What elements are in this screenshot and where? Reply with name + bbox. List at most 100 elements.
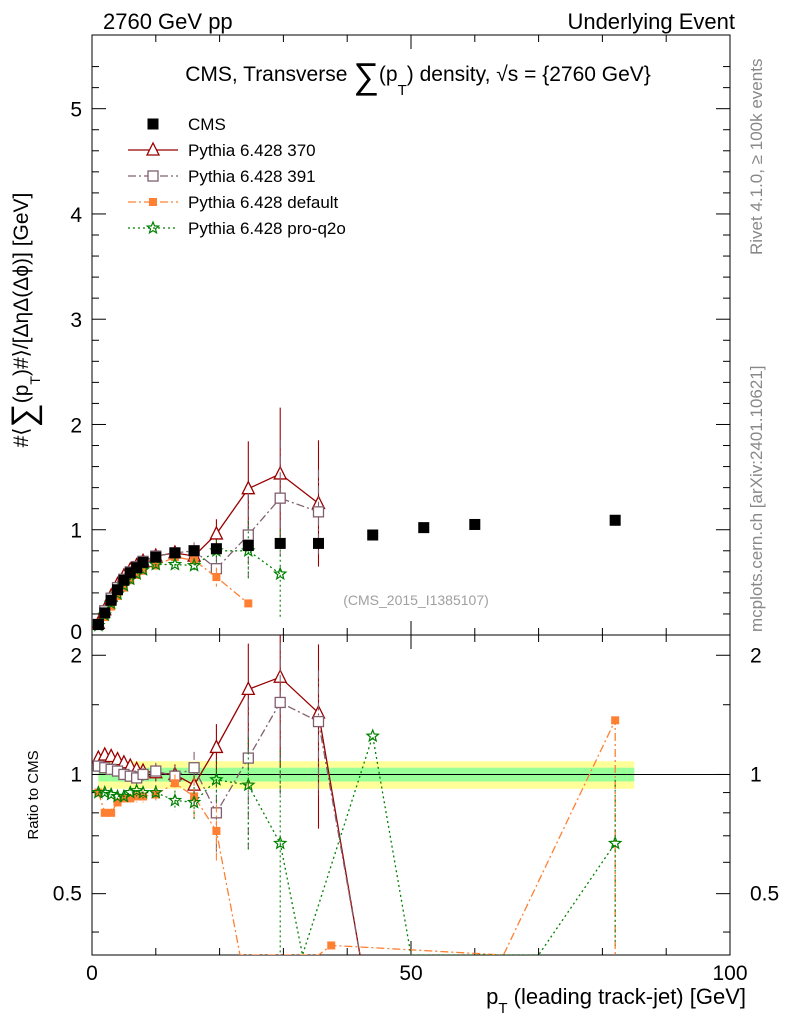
legend-label-pythia-6-428-pro-q2o: Pythia 6.428 pro-q2o: [188, 219, 346, 238]
y-axis-label: #⟨∑(pT)#⟩/[ΔηΔ(Δϕ)] [GeV]: [5, 193, 43, 448]
y-tick-label: 5: [70, 99, 82, 122]
pythia-6-428-default-ratio-point: [170, 779, 179, 788]
legend-marker-cms: [147, 118, 159, 130]
axis-tick-labels: 0 50 100 0 1 2 3 4 5 0.5 0.5 1 1 2 2: [53, 99, 779, 985]
pythia-6-428-default-ratio-point: [212, 826, 221, 835]
cms-data-point: [609, 514, 621, 526]
pythia-6-428-391-ratio-line: [98, 701, 361, 955]
legend-label-pythia-6-428-391: Pythia 6.428 391: [188, 167, 316, 186]
ratio-tick-label-left: 1: [70, 763, 82, 786]
rivet-label: Rivet 4.1.0, ≥ 100k events: [747, 59, 766, 255]
legend-marker-pythia-6-428-default: [149, 198, 157, 206]
title-p: (p: [379, 63, 398, 86]
pythia-6-428-default-ratio-line: [97, 720, 616, 955]
pythia-6-428-default-ratio-point: [327, 941, 336, 950]
pythia-6-428-pro-q2o-ratio-point: [103, 786, 119, 801]
pythia-6-428-370-ratio-point: [241, 680, 256, 696]
x-tick-label: 100: [712, 962, 747, 985]
ylabel-pre: #⟨: [10, 428, 33, 448]
pythia-6-428-pro-q2o-ratio-point: [365, 728, 380, 743]
cms-data-point: [131, 562, 143, 574]
pythia-6-428-370-ratio-point: [209, 739, 224, 754]
legend: CMS Pythia 6.428 370 Pythia 6.428 391 Pythi…: [128, 115, 346, 238]
axis-ticks: [91, 35, 731, 955]
legend-label-pythia-6-428-default: Pythia 6.428 default: [188, 193, 339, 212]
cms-data-point: [367, 529, 379, 541]
header-left: 2760 GeV pp: [103, 9, 233, 34]
y-tick-label: 0: [70, 621, 82, 644]
pythia-6-428-pro-q2o-ratio-point: [186, 794, 202, 809]
pythia-6-428-391-ratio-point: [312, 715, 325, 728]
header-right: Underlying Event: [567, 9, 735, 34]
pythia-6-428-370-point: [241, 480, 256, 495]
mcplots-label: mcplots.cern.ch [arXiv:2401.10621]: [747, 366, 766, 632]
ratio-tick-label-left: 2: [70, 644, 82, 667]
main-series-layer: [92, 407, 621, 632]
y-tick-label: 1: [70, 520, 82, 543]
title-post: ) density, √s = {2760 GeV}: [407, 63, 651, 86]
pythia-6-428-pro-q2o-ratio-point: [241, 777, 256, 792]
cms-data-point: [105, 594, 117, 606]
cms-data-point: [274, 537, 286, 549]
pythia-6-428-391-ratio-point: [188, 762, 200, 774]
pythia-6-428-default-ratio-point: [107, 808, 116, 817]
pythia-6-428-391-ratio-point: [274, 696, 286, 709]
cms-data-point: [112, 584, 124, 596]
title-sub: T: [398, 82, 407, 99]
cms-data-point: [210, 543, 222, 555]
cms-data-point: [118, 574, 130, 586]
cms-data-point: [92, 618, 104, 630]
pythia-6-428-pro-q2o-ratio-point: [116, 788, 132, 803]
pythia-6-428-default-point: [244, 599, 253, 608]
ylabel-post: )#⟩/[ΔηΔ(Δϕ)] [GeV]: [10, 193, 33, 376]
pythia-6-428-pro-q2o-ratio-point: [148, 784, 164, 799]
pythia-6-428-391-point: [274, 492, 286, 504]
pythia-6-428-pro-q2o-ratio-point: [272, 835, 288, 850]
pythia-6-428-pro-q2o-ratio-point: [167, 792, 183, 807]
pythia-6-428-default-point: [212, 573, 221, 582]
cms-data-point: [188, 545, 200, 557]
pythia-6-428-default-ratio-point: [611, 716, 620, 725]
legend-label-pythia-6-428-370: Pythia 6.428 370: [188, 141, 316, 160]
cms-data-point: [150, 551, 162, 563]
pythia-6-428-pro-q2o-point: [167, 556, 183, 571]
ratio-bands: [92, 761, 730, 789]
xlabel-main: p: [486, 984, 498, 1009]
legend-marker-pythia-6-428-391: [147, 170, 159, 182]
xlabel-rest: (leading track-jet) [GeV]: [508, 984, 746, 1009]
pythia-6-428-pro-q2o-ratio-point: [607, 835, 623, 850]
ratio-tick-label-left: 0.5: [53, 883, 82, 906]
pythia-6-428-391-ratio-point: [150, 765, 162, 777]
legend-label-cms: CMS: [188, 115, 226, 134]
y-tick-label: 3: [70, 309, 82, 332]
pythia-6-428-pro-q2o-point: [186, 557, 202, 572]
pythia-6-428-370-point: [209, 525, 224, 540]
chart-title: CMS, Transverse ∑(pT) density, √s = {276…: [185, 55, 651, 99]
pythia-6-428-pro-q2o-ratio-point: [135, 784, 151, 799]
cms-data-point: [169, 547, 181, 559]
cms-data-point: [99, 607, 111, 619]
pythia-6-428-pro-q2o-ratio-point: [209, 772, 224, 786]
title-sigma: ∑: [353, 55, 379, 96]
xlabel-sub: T: [498, 1000, 507, 1017]
pythia-6-428-391-ratio-point: [137, 768, 149, 781]
legend-marker-pythia-6-428-370: [145, 141, 161, 156]
ylabel-sub: T: [27, 376, 43, 385]
cms-data-point: [418, 522, 430, 534]
y-tick-label: 4: [70, 204, 82, 227]
title-pre: CMS, Transverse: [185, 63, 353, 86]
ratio-y-axis-label: Ratio to CMS: [25, 750, 42, 839]
ratio-tick-label-right: 0.5: [750, 883, 779, 906]
y-tick-label: 2: [70, 414, 82, 437]
analysis-watermark: (CMS_2015_I1385107): [343, 592, 489, 608]
ratio-plot-frame: [91, 634, 731, 956]
cms-data-point: [137, 556, 149, 568]
ratio-tick-label-right: 2: [750, 644, 762, 667]
x-tick-label: 50: [399, 962, 422, 985]
pythia-6-428-pro-q2o-ratio-line: [98, 735, 616, 955]
x-axis-label: pT (leading track-jet) [GeV]: [486, 984, 746, 1017]
pythia-6-428-pro-q2o-ratio-point: [123, 784, 138, 799]
ylabel-mid: (p: [10, 385, 33, 404]
ratio-tick-label-right: 1: [750, 763, 762, 786]
